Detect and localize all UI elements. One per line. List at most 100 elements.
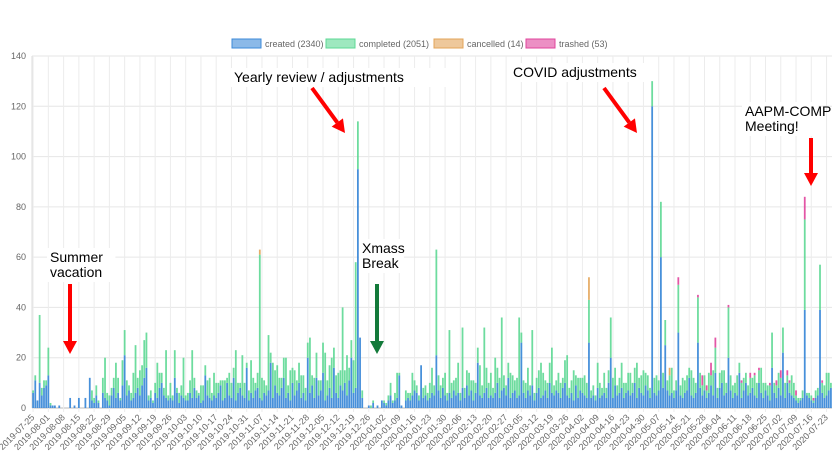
- bar-completed: [649, 387, 651, 398]
- bar-completed: [827, 372, 830, 391]
- bar-completed: [668, 375, 671, 396]
- bar-created: [827, 390, 830, 408]
- bar-completed: [533, 392, 536, 401]
- bar-trashed: [795, 390, 797, 396]
- bar-completed: [585, 382, 588, 398]
- bar-created: [53, 405, 56, 408]
- bar-completed: [500, 317, 503, 391]
- bar-completed: [383, 400, 385, 403]
- bar-created: [132, 397, 135, 408]
- bar-created: [533, 400, 536, 408]
- bar-created: [391, 402, 394, 408]
- bar-completed: [683, 380, 686, 393]
- arrowhead-aapm: [804, 173, 818, 186]
- bar-completed: [274, 370, 276, 386]
- bar-completed: [598, 382, 601, 398]
- bar-completed: [295, 380, 298, 391]
- bar-created: [476, 362, 479, 408]
- bar-completed: [459, 392, 462, 401]
- bar-completed: [125, 380, 128, 396]
- bar-created: [51, 405, 54, 408]
- bar-completed: [119, 397, 122, 401]
- bar-completed: [503, 375, 505, 388]
- bar-created: [93, 402, 96, 408]
- bar-created: [644, 385, 647, 408]
- bar-created: [481, 397, 484, 408]
- bar-created: [269, 362, 272, 408]
- bar-created: [474, 392, 477, 408]
- bar-completed: [551, 347, 553, 393]
- bar-completed: [677, 284, 680, 333]
- bar-created: [228, 395, 231, 408]
- bar-created: [34, 380, 37, 408]
- bar-created: [230, 397, 233, 408]
- bar-created: [699, 387, 702, 408]
- bar-completed: [293, 370, 296, 396]
- bar-completed: [106, 392, 109, 401]
- legend-swatch-trashed: [525, 38, 556, 49]
- bar-created: [158, 387, 161, 408]
- bar-created: [500, 390, 503, 408]
- bar-completed: [758, 370, 760, 383]
- bar-completed: [302, 375, 305, 393]
- bar-created: [570, 392, 573, 408]
- bar-created: [664, 345, 667, 408]
- bar-created: [568, 397, 571, 408]
- bar-cancelled: [258, 249, 261, 255]
- gridlines: [31, 55, 832, 412]
- annotation-bg: [359, 239, 404, 273]
- bar-created: [697, 342, 699, 408]
- bar-created: [428, 397, 431, 408]
- bar-completed: [662, 372, 664, 388]
- bar-completed: [509, 372, 512, 398]
- arrowhead-yearly: [331, 118, 345, 133]
- bar-created: [734, 392, 736, 408]
- bar-completed: [287, 385, 290, 393]
- bar-created: [128, 390, 130, 408]
- bar-created: [701, 395, 704, 408]
- bar-created: [341, 390, 344, 408]
- bar-created: [387, 400, 390, 408]
- bar-created: [751, 387, 754, 408]
- bar-created: [328, 387, 331, 408]
- bar-completed: [465, 370, 468, 386]
- bar-completed: [779, 377, 782, 396]
- bar-completed: [396, 372, 399, 398]
- bar-completed: [753, 375, 756, 396]
- bar-created: [522, 392, 525, 408]
- bar-completed: [280, 377, 283, 388]
- bar-completed: [156, 362, 159, 398]
- annotation-text-xmass: Xmass: [362, 240, 405, 256]
- bar-created: [616, 395, 619, 408]
- bar-created: [605, 397, 608, 408]
- bar-created: [459, 400, 462, 408]
- bar-completed: [267, 335, 270, 391]
- bar-created: [121, 385, 124, 408]
- bar-completed: [642, 370, 645, 396]
- legend[interactable]: created (2340) completed (2051) cancelled …: [231, 38, 608, 49]
- bar-created: [49, 405, 52, 408]
- bar-created: [782, 352, 784, 408]
- bar-created: [461, 387, 464, 408]
- bar-created: [117, 392, 119, 408]
- bar-completed: [777, 372, 780, 388]
- bar-created: [677, 332, 680, 408]
- bar-created: [799, 400, 802, 408]
- y-tick-label: 140: [11, 51, 26, 61]
- bar-created: [322, 372, 324, 408]
- bar-completed: [666, 380, 669, 391]
- bar-completed: [803, 219, 806, 310]
- bar-created: [797, 402, 800, 408]
- bar-created: [426, 400, 429, 408]
- bar-completed: [577, 377, 579, 398]
- bar-created: [130, 400, 133, 408]
- bar-completed: [304, 387, 307, 401]
- bar-completed: [404, 390, 407, 401]
- bar-created: [668, 395, 671, 408]
- y-tick-label: 40: [16, 302, 26, 312]
- bar-created: [32, 392, 34, 408]
- bar-created: [256, 387, 259, 408]
- bar-completed: [435, 249, 438, 356]
- bar-completed: [424, 385, 427, 396]
- bar-completed: [291, 367, 294, 383]
